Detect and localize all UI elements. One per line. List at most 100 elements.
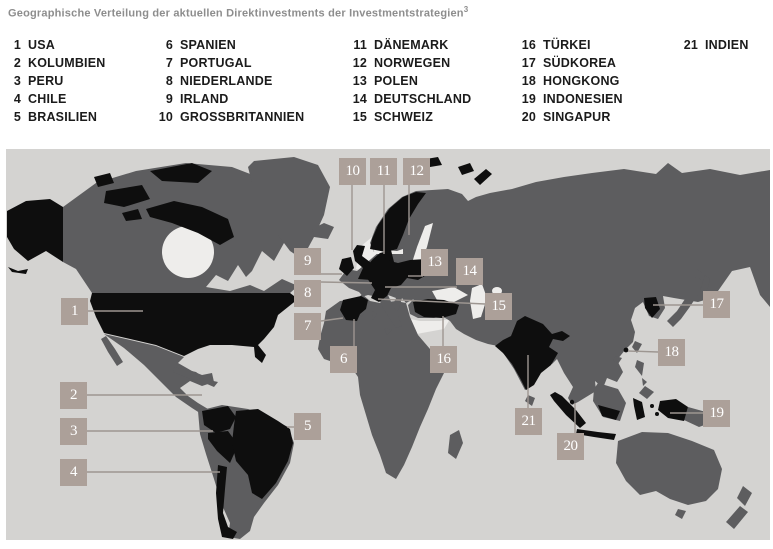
legend-item-brasilien: 5 BRASILIEN	[6, 108, 106, 126]
landmass-iceland	[312, 223, 334, 239]
legend-item-suedkorea: 17 SÜDKOREA	[521, 54, 623, 72]
landmass-hainan	[613, 356, 622, 364]
country-hongkong	[623, 347, 629, 353]
title-footnote-marker: 3	[463, 5, 469, 14]
legend-label: CHILE	[28, 92, 67, 106]
title-text: Geographische Verteilung der aktuellen D…	[8, 7, 464, 20]
map-marker-7: 7	[294, 313, 321, 340]
legend-label: BRASILIEN	[28, 110, 98, 124]
legend-column-4: 16 TÜRKEI 17 SÜDKOREA 18 HONGKONG 19 INDONES…	[521, 36, 623, 126]
landmass-taiwan	[632, 341, 642, 353]
legend-label: PERU	[28, 74, 64, 88]
legend-label: SÜDKOREA	[543, 56, 617, 70]
legend-item-tuerkei: 16 TÜRKEI	[521, 36, 623, 54]
country-usa-alaska	[7, 199, 63, 274]
legend-number: 3	[13, 74, 21, 88]
legend-label: TÜRKEI	[543, 38, 591, 52]
landmass-tasmania	[675, 509, 686, 519]
legend-label: IRLAND	[180, 92, 229, 106]
country-usa	[90, 293, 298, 363]
map-marker-10: 10	[339, 158, 366, 185]
country-indonesien-new-guinea-west	[658, 399, 688, 421]
country-indonesien-moluccas	[650, 404, 654, 408]
map-marker-1: 1	[61, 298, 88, 325]
country-suedkorea	[644, 297, 660, 318]
legend-number: 20	[521, 110, 536, 124]
page-title: Geographische Verteilung der aktuellen D…	[8, 5, 468, 20]
country-indonesien-borneo-south	[598, 405, 620, 420]
countries-niederlande-deutschland-polen-schweiz	[364, 253, 428, 302]
legend-label: NIEDERLANDE	[180, 74, 273, 88]
landmass-japan	[667, 269, 703, 327]
legend-item-peru: 3 PERU	[6, 72, 106, 90]
legend-label: USA	[28, 38, 55, 52]
map-marker-17: 17	[703, 291, 730, 318]
landmass-greenland	[248, 157, 330, 259]
map-marker-21: 21	[515, 408, 542, 435]
legend-item-grossbritannien: 10 GROSSBRITANNIEN	[158, 108, 304, 126]
legend-item-usa: 1 USA	[6, 36, 106, 54]
map-marker-16: 16	[430, 346, 457, 373]
landmass-philippines	[635, 360, 654, 399]
landmass-baja	[101, 336, 123, 366]
legend-item-indien: 21 INDIEN	[683, 36, 749, 54]
map-marker-9: 9	[294, 248, 321, 275]
legend-number: 21	[683, 38, 698, 52]
legend-label: PORTUGAL	[180, 56, 252, 70]
legend-item-deutschland: 14 DEUTSCHLAND	[352, 90, 471, 108]
legend-number: 6	[165, 38, 173, 52]
legend-number: 7	[165, 56, 173, 70]
map-marker-4: 4	[60, 459, 87, 486]
leader-lines	[87, 185, 703, 473]
map-marker-12: 12	[403, 158, 430, 185]
map-marker-5: 5	[294, 413, 321, 440]
arctic-islands	[94, 163, 234, 245]
legend-item-schweiz: 15 SCHWEIZ	[352, 108, 471, 126]
map-marker-6: 6	[330, 346, 357, 373]
legend-number: 5	[13, 110, 21, 124]
arctic-islands-svalbard-novaya-zemlya	[426, 157, 492, 185]
world-map: 1 2 3 4 5 6 7 8 9 10 11 12 13 14 15 16 1…	[6, 149, 770, 540]
legend-number: 14	[352, 92, 367, 106]
country-peru	[208, 431, 238, 463]
legend-number: 4	[13, 92, 21, 106]
country-indonesien-java	[576, 429, 616, 440]
legend-item-spanien: 6 SPANIEN	[158, 36, 304, 54]
map-marker-13: 13	[421, 249, 448, 276]
leader-line-8	[320, 281, 373, 284]
legend-number: 17	[521, 56, 536, 70]
landmass-new-zealand	[726, 486, 752, 529]
country-tuerkei	[413, 299, 459, 318]
country-irland	[339, 257, 354, 276]
legend-label: SINGAPUR	[543, 110, 611, 124]
legend-item-niederlande: 8 NIEDERLANDE	[158, 72, 304, 90]
landmass-australia	[616, 432, 722, 505]
legend-label: DÄNEMARK	[374, 38, 449, 52]
map-marker-8: 8	[294, 280, 321, 307]
legend-column-3: 11 DÄNEMARK 12 NORWEGEN 13 POLEN 14 DEUTSCHL…	[352, 36, 471, 126]
legend-item-portugal: 7 PORTUGAL	[158, 54, 304, 72]
countries-spanien-portugal	[340, 296, 368, 321]
legend-number: 8	[165, 74, 173, 88]
legend-number: 16	[521, 38, 536, 52]
country-kolumbien	[202, 406, 236, 433]
legend-label: INDONESIEN	[543, 92, 623, 106]
landmass-sakhalin	[700, 275, 710, 298]
landmass-eurasia	[339, 163, 770, 405]
legend-number: 19	[521, 92, 536, 106]
legend-number: 2	[13, 56, 21, 70]
legend-label: HONGKONG	[543, 74, 620, 88]
black-sea	[432, 287, 468, 302]
landmass-africa	[318, 294, 456, 479]
country-brasilien	[232, 409, 293, 499]
country-indonesien-moluccas	[655, 412, 659, 416]
country-indien	[495, 316, 570, 390]
landmass-cuba	[173, 367, 204, 380]
map-marker-15: 15	[485, 293, 512, 320]
map-marker-18: 18	[658, 339, 685, 366]
country-indonesien-sumatra	[550, 392, 586, 428]
country-chile	[216, 465, 237, 539]
landmass-madagascar	[448, 430, 463, 459]
legend-number: 18	[521, 74, 536, 88]
map-marker-2: 2	[60, 382, 87, 409]
